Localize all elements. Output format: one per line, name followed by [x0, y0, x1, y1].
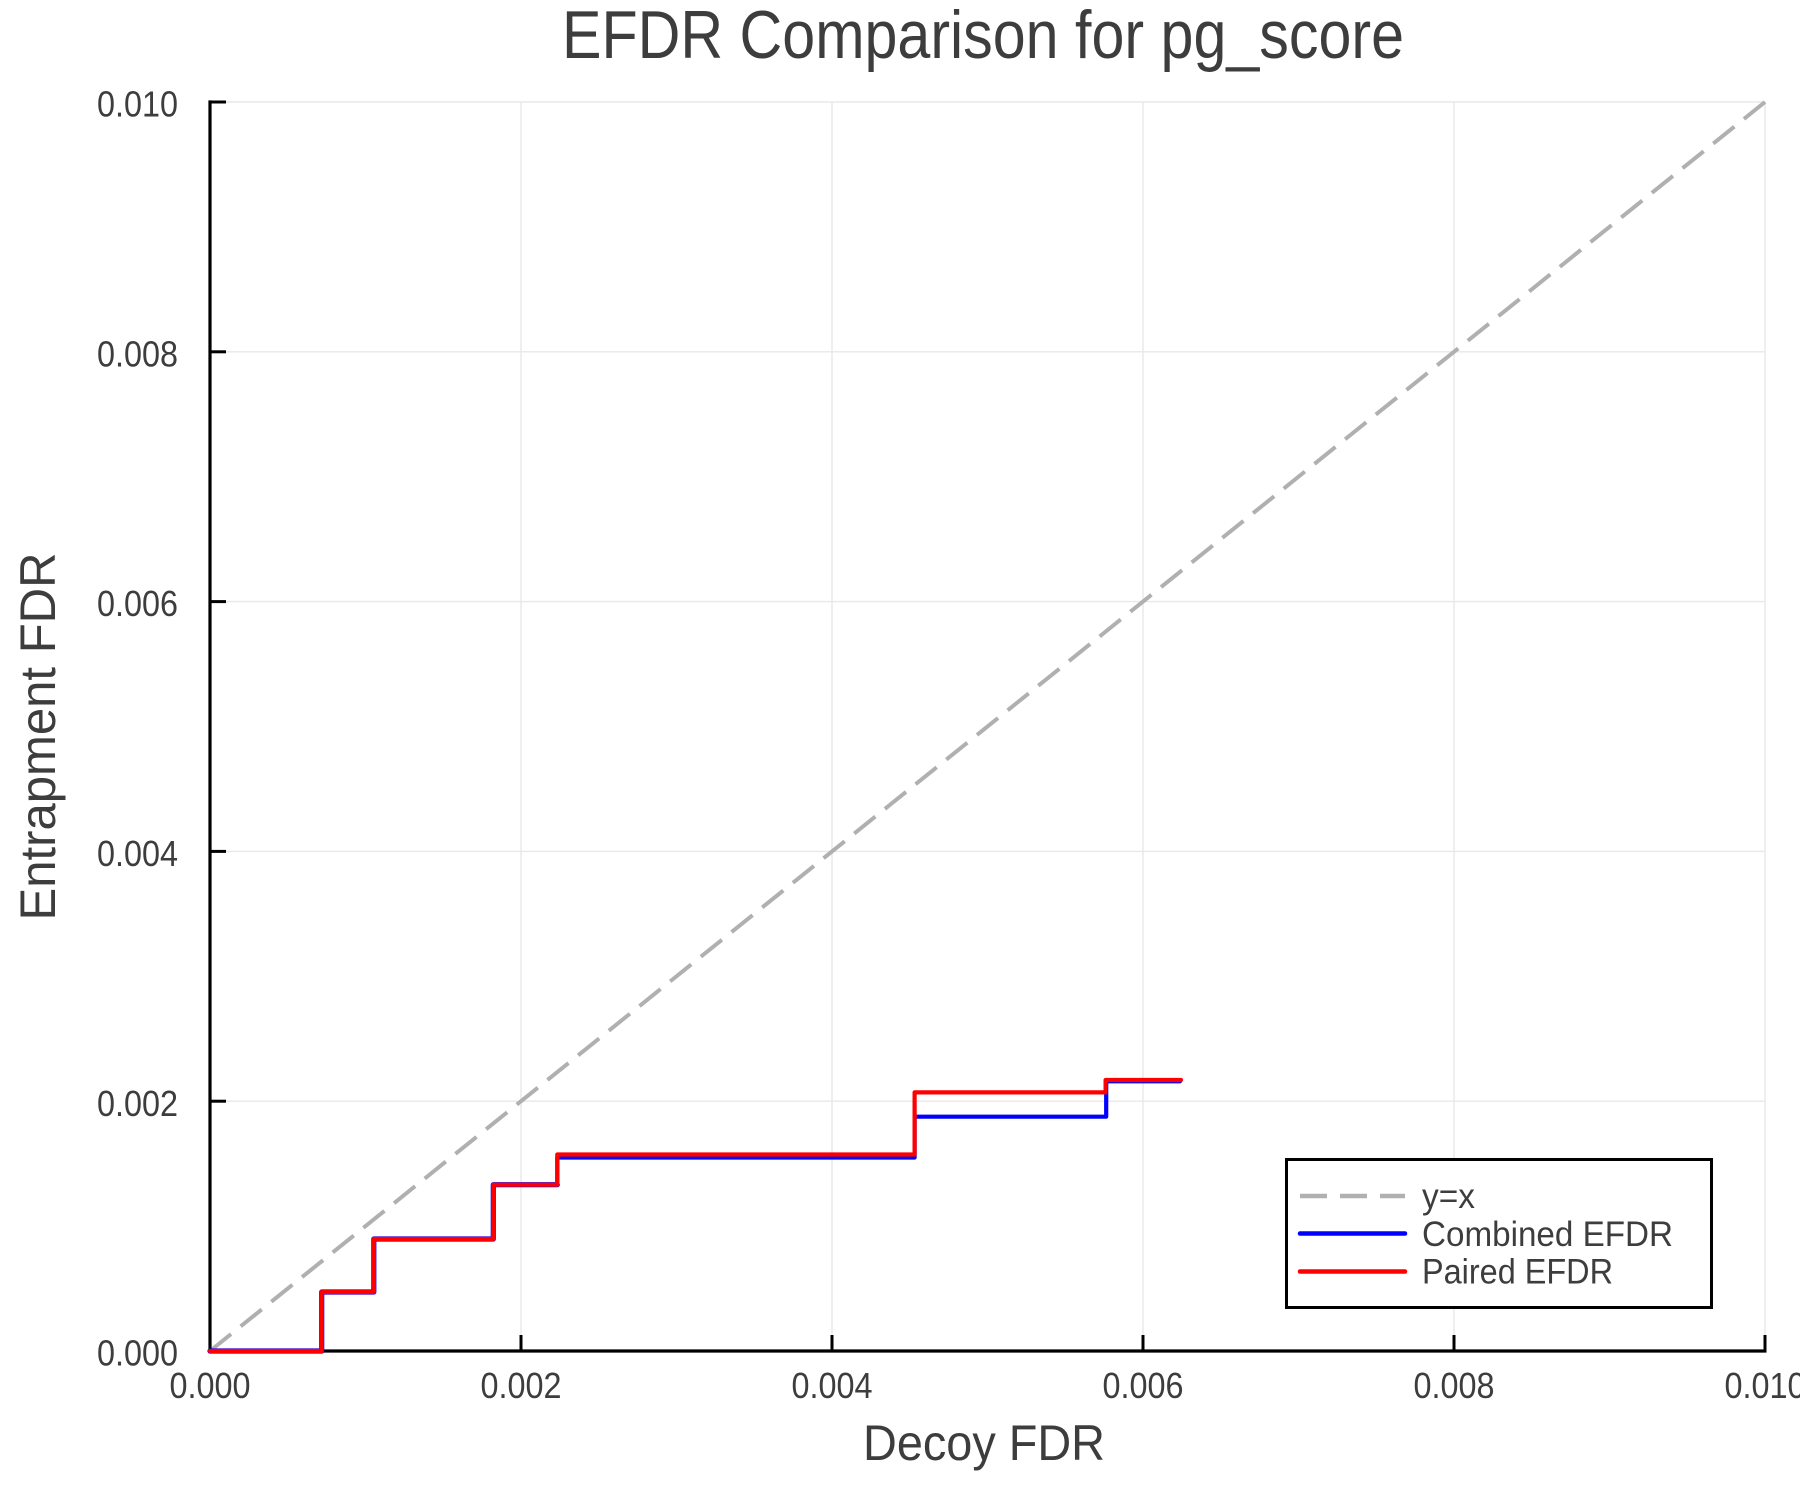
- svg-text:0.006: 0.006: [1103, 1365, 1184, 1406]
- svg-text:0.008: 0.008: [1414, 1365, 1495, 1406]
- svg-text:0.002: 0.002: [481, 1365, 562, 1406]
- svg-text:0.000: 0.000: [97, 1333, 178, 1374]
- svg-text:0.010: 0.010: [97, 84, 178, 125]
- svg-text:0.008: 0.008: [97, 333, 178, 374]
- svg-text:EFDR Comparison for pg_score: EFDR Comparison for pg_score: [562, 0, 1404, 73]
- svg-text:0.000: 0.000: [170, 1365, 251, 1406]
- svg-text:0.002: 0.002: [97, 1083, 178, 1124]
- svg-text:0.004: 0.004: [792, 1365, 873, 1406]
- svg-text:0.010: 0.010: [1725, 1365, 1800, 1406]
- svg-text:Entrapment FDR: Entrapment FDR: [10, 553, 66, 921]
- svg-text:0.006: 0.006: [97, 583, 178, 624]
- svg-text:0.004: 0.004: [97, 833, 178, 874]
- svg-text:y=x: y=x: [1422, 1177, 1475, 1216]
- svg-text:Combined EFDR: Combined EFDR: [1422, 1215, 1673, 1254]
- svg-text:Paired EFDR: Paired EFDR: [1422, 1253, 1613, 1292]
- svg-text:Decoy FDR: Decoy FDR: [863, 1415, 1105, 1471]
